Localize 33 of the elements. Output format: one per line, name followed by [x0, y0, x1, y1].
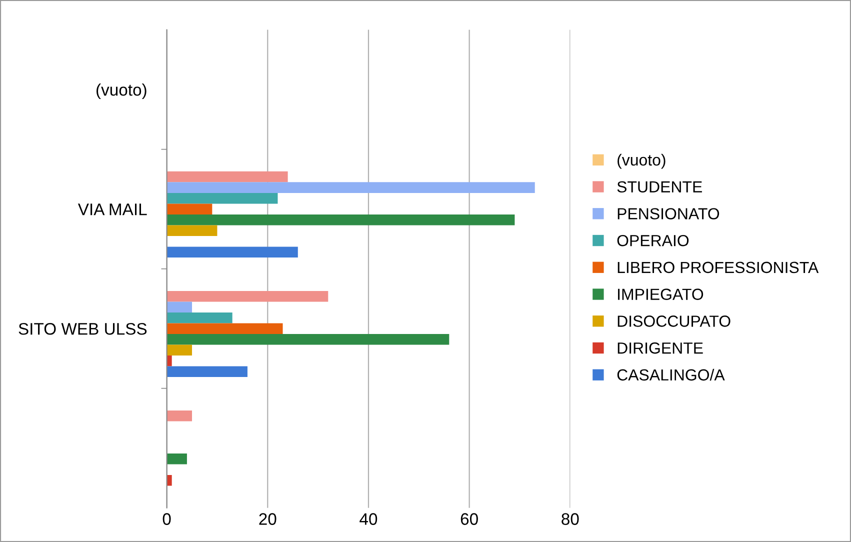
- bar: [166, 225, 218, 236]
- legend-label: DIRIGENTE: [618, 342, 703, 354]
- y-tick-label: VIA MAIL: [78, 204, 147, 216]
- bar: [166, 334, 450, 345]
- legend-label: (vuoto): [618, 154, 666, 169]
- bar: [166, 182, 535, 193]
- x-tick-label: 40: [360, 513, 378, 525]
- y-tick-label: SITO WEB ULSS: [18, 322, 147, 335]
- bar: [166, 323, 283, 334]
- legend-label: OPERAIO: [617, 234, 689, 246]
- y-tick-label: (vuoto): [96, 84, 146, 100]
- bar: [166, 366, 248, 377]
- bar: [166, 290, 328, 302]
- bar: [166, 192, 278, 204]
- x-tick-label: 0: [162, 513, 171, 525]
- x-tick-label: 20: [259, 513, 276, 525]
- bar: [166, 410, 192, 422]
- legend-label: CASALINGO/A: [617, 368, 725, 381]
- bar: [166, 246, 298, 258]
- legend-label: DISOCCUPATO: [618, 316, 730, 327]
- bar: [166, 344, 192, 356]
- bar: [166, 171, 288, 182]
- legend-label: LIBERO PROFESSIONISTA: [618, 262, 819, 274]
- legend-label: IMPIEGATO: [618, 288, 704, 300]
- bar: [166, 204, 212, 214]
- bar: [166, 453, 187, 464]
- x-tick-label: 80: [562, 513, 579, 525]
- bar: [166, 302, 192, 312]
- bar: [166, 312, 232, 324]
- legend-label: PENSIONATO: [618, 208, 720, 220]
- bar: [166, 214, 515, 226]
- x-tick-label: 60: [460, 513, 478, 525]
- legend-label: STUDENTE: [617, 181, 702, 193]
